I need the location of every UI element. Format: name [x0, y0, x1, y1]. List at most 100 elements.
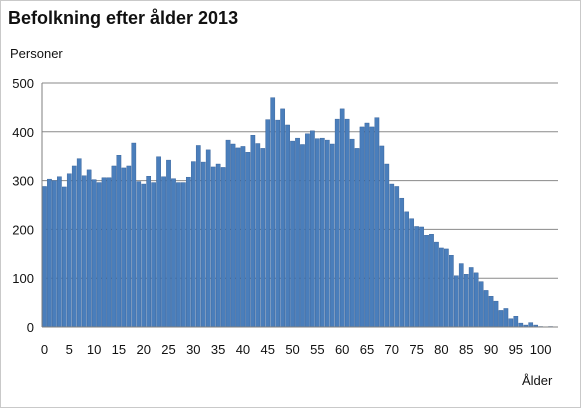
bar-age-60	[339, 108, 345, 328]
x-tick-label-35: 35	[211, 342, 225, 357]
bar-age-44	[260, 148, 266, 328]
x-tick-label-5: 5	[66, 342, 73, 357]
bar-age-11	[96, 182, 102, 328]
bar-age-54	[310, 130, 315, 328]
bar-age-49	[285, 124, 290, 328]
bar-age-3	[57, 176, 62, 328]
bar-age-22	[151, 182, 156, 328]
bar-age-73	[404, 211, 410, 328]
bar-age-67	[374, 117, 380, 328]
bar-age-92	[498, 310, 504, 328]
y-tick-label-0: 0	[27, 320, 34, 335]
bar-age-5	[66, 173, 72, 328]
bar-age-25	[166, 159, 171, 328]
bar-age-90	[488, 296, 494, 328]
y-tick-label-500: 500	[12, 76, 34, 91]
bar-age-6	[71, 165, 77, 328]
bar-age-30	[190, 161, 196, 328]
x-tick-label-25: 25	[161, 342, 175, 357]
bar-age-63	[354, 148, 360, 328]
bar-age-77	[424, 235, 429, 328]
bar-age-52	[300, 144, 305, 328]
bar-age-37	[225, 139, 231, 328]
bar-age-27	[176, 182, 181, 328]
bar-age-64	[359, 126, 365, 328]
bar-age-41	[245, 152, 251, 328]
bar-age-4	[61, 186, 67, 328]
bar-age-24	[161, 176, 166, 328]
bar-age-40	[240, 146, 246, 328]
bar-age-31	[195, 145, 201, 328]
y-tick-label-100: 100	[12, 271, 34, 286]
bar-age-74	[409, 218, 414, 328]
bar-age-78	[429, 234, 434, 328]
x-tick-label-100: 100	[530, 342, 552, 357]
x-tick-label-70: 70	[385, 342, 399, 357]
bar-age-86	[468, 267, 474, 328]
x-tick-label-95: 95	[509, 342, 523, 357]
x-tick-label-45: 45	[261, 342, 275, 357]
bar-age-38	[230, 143, 236, 328]
bar-age-47	[275, 119, 281, 328]
bar-age-55	[315, 138, 320, 328]
x-tick-label-55: 55	[310, 342, 324, 357]
bar-age-8	[81, 175, 87, 328]
bar-age-71	[394, 186, 400, 328]
bar-age-72	[399, 197, 405, 328]
x-tick-label-75: 75	[409, 342, 423, 357]
bar-age-85	[463, 274, 469, 328]
bar-age-84	[458, 263, 464, 328]
bar-age-16	[121, 167, 127, 328]
bar-age-17	[126, 165, 132, 328]
x-tick-label-65: 65	[360, 342, 374, 357]
bar-age-26	[171, 178, 176, 328]
bar-age-66	[369, 126, 375, 328]
bar-age-76	[419, 226, 424, 328]
bar-age-58	[329, 143, 335, 328]
bar-age-10	[91, 179, 97, 328]
bar-age-28	[181, 182, 186, 328]
bar-age-1	[47, 178, 52, 328]
bar-age-83	[453, 275, 459, 328]
bar-age-23	[156, 156, 161, 328]
bar-age-20	[141, 183, 147, 328]
x-tick-label-20: 20	[136, 342, 150, 357]
x-tick-label-90: 90	[484, 342, 498, 357]
bar-age-9	[86, 169, 92, 328]
bar-age-59	[334, 118, 340, 328]
bar-age-87	[473, 272, 479, 328]
bar-age-12	[101, 177, 107, 328]
bar-age-95	[513, 316, 519, 328]
bar-age-91	[493, 300, 499, 328]
bar-age-65	[364, 122, 370, 328]
bar-age-51	[295, 137, 300, 328]
bar-age-56	[319, 137, 325, 328]
x-tick-label-80: 80	[434, 342, 448, 357]
bar-age-35	[215, 163, 221, 328]
chart-title: Befolkning efter ålder 2013	[8, 8, 239, 28]
bar-age-42	[250, 135, 256, 328]
bar-age-2	[52, 180, 57, 328]
bar-age-62	[349, 138, 355, 328]
bar-age-36	[220, 167, 226, 328]
bar-age-21	[146, 176, 152, 328]
bar-age-48	[280, 108, 285, 328]
bar-age-93	[503, 308, 509, 328]
bar-age-13	[106, 177, 112, 328]
bar-age-89	[483, 290, 489, 328]
bar-age-96	[518, 322, 524, 328]
x-tick-label-0: 0	[41, 342, 48, 357]
x-tick-label-40: 40	[236, 342, 250, 357]
bar-age-33	[205, 149, 211, 328]
bar-age-7	[76, 158, 82, 328]
bar-age-70	[389, 183, 395, 328]
bar-age-15	[116, 155, 122, 328]
x-tick-label-85: 85	[459, 342, 473, 357]
bar-age-68	[379, 145, 385, 328]
bar-age-50	[290, 140, 295, 328]
bar-age-57	[324, 139, 330, 328]
bar-age-29	[186, 176, 191, 328]
bar-age-53	[305, 133, 310, 328]
x-tick-label-50: 50	[285, 342, 299, 357]
